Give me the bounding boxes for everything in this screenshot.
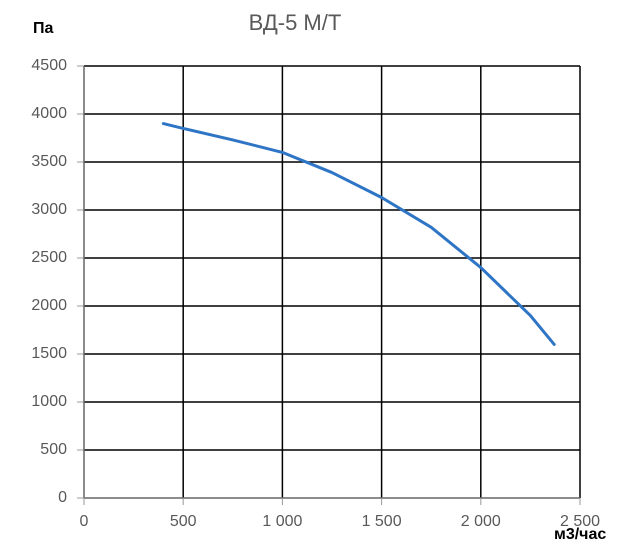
x-axis-label: м3/час — [554, 526, 606, 543]
x-tick-label: 1 500 — [362, 513, 402, 530]
y-tick-label: 2000 — [31, 297, 67, 314]
y-tick-label: 0 — [58, 489, 67, 506]
data-line — [161, 122, 556, 346]
x-tick-label: 2 000 — [461, 513, 501, 530]
x-tick-label: 2 500 — [560, 513, 600, 530]
x-tick-label: 500 — [170, 513, 197, 530]
y-tick-label: 3000 — [31, 201, 67, 218]
y-tick-label: 2500 — [31, 249, 67, 266]
y-tick-label: 4500 — [31, 57, 67, 74]
y-tick-label: 1000 — [31, 393, 67, 410]
y-tick-label: 500 — [40, 441, 67, 458]
x-tick-label: 0 — [80, 513, 89, 530]
y-axis-label: Па — [33, 20, 54, 37]
chart-title: ВД-5 М/Т — [249, 10, 342, 35]
x-tick-label: 1 000 — [262, 513, 302, 530]
y-tick-label: 3500 — [31, 153, 67, 170]
y-tick-label: 1500 — [31, 345, 67, 362]
y-tick-label: 4000 — [31, 105, 67, 122]
